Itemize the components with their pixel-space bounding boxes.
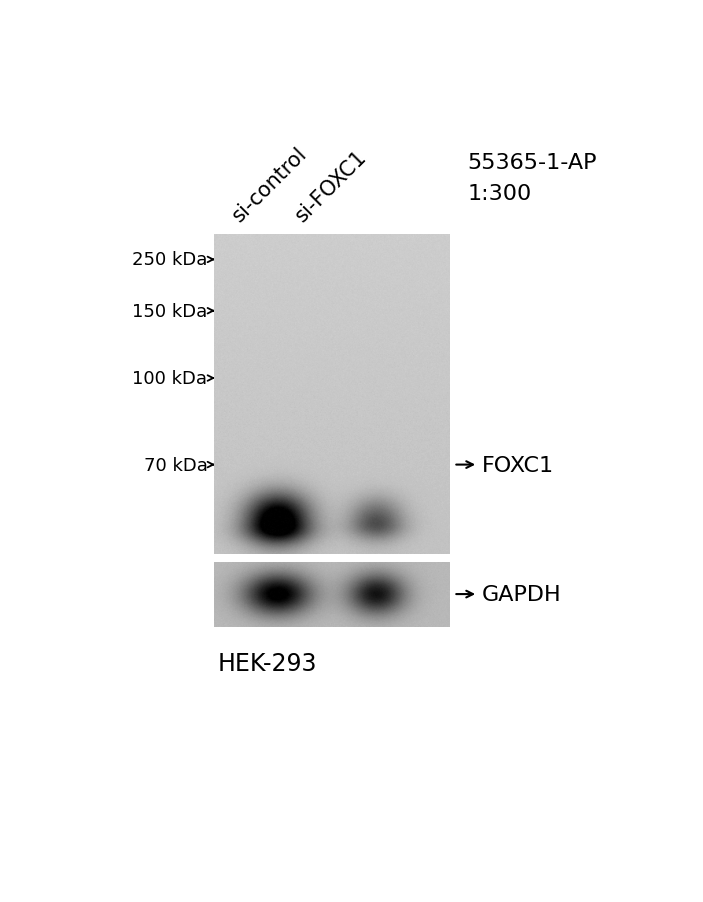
Text: 100 kDa: 100 kDa xyxy=(132,370,207,388)
Text: FOXC1: FOXC1 xyxy=(482,456,554,475)
Text: GAPDH: GAPDH xyxy=(482,584,561,604)
Text: HEK-293: HEK-293 xyxy=(217,651,317,675)
Text: 55365-1-AP: 55365-1-AP xyxy=(467,152,597,172)
Text: si-control: si-control xyxy=(228,143,311,226)
Text: WWW.PTGLAB.COM: WWW.PTGLAB.COM xyxy=(227,356,237,465)
Text: 250 kDa: 250 kDa xyxy=(132,251,207,269)
Text: 150 kDa: 150 kDa xyxy=(132,302,207,320)
Text: si-FOXC1: si-FOXC1 xyxy=(292,146,370,226)
Text: 1:300: 1:300 xyxy=(467,184,531,204)
Text: 70 kDa: 70 kDa xyxy=(143,456,207,474)
